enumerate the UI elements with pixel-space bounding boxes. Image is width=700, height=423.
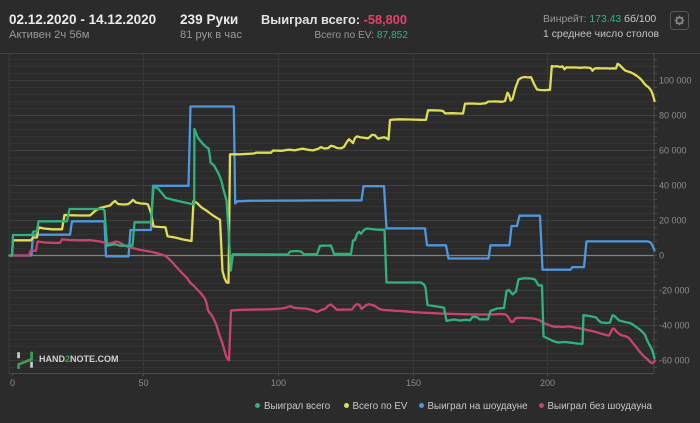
svg-text:100 000: 100 000 bbox=[659, 75, 692, 85]
svg-text:-40 000: -40 000 bbox=[659, 320, 690, 330]
svg-text:40 000: 40 000 bbox=[659, 180, 687, 190]
svg-text:200: 200 bbox=[540, 378, 555, 388]
svg-text:100: 100 bbox=[271, 378, 286, 388]
svg-text:0: 0 bbox=[659, 250, 664, 260]
svg-text:80 000: 80 000 bbox=[659, 110, 687, 120]
svg-text:150: 150 bbox=[406, 378, 421, 388]
svg-text:-60 000: -60 000 bbox=[659, 355, 690, 365]
svg-text:50: 50 bbox=[138, 378, 148, 388]
svg-text:-20 000: -20 000 bbox=[659, 285, 690, 295]
svg-text:20 000: 20 000 bbox=[659, 215, 687, 225]
svg-text:60 000: 60 000 bbox=[659, 145, 687, 155]
svg-text:0: 0 bbox=[10, 378, 15, 388]
